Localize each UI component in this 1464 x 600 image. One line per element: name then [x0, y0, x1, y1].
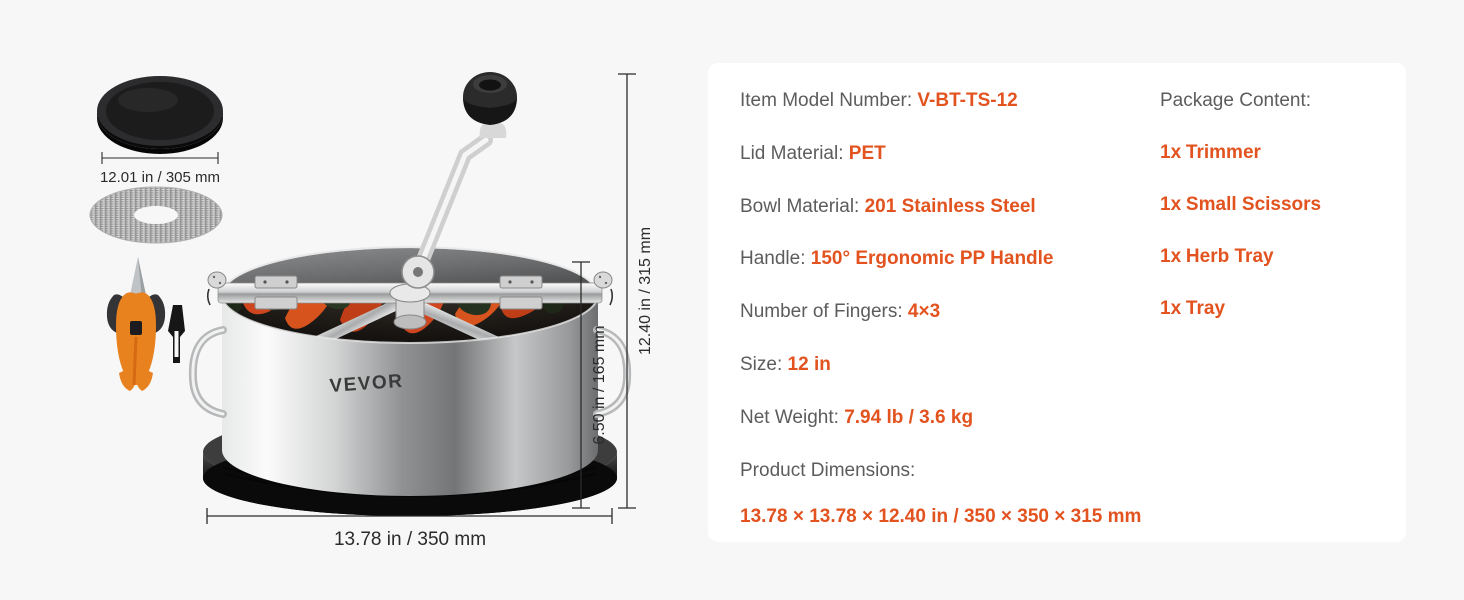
svg-text:12.01 in / 305 mm: 12.01 in / 305 mm: [100, 169, 220, 186]
svg-text:6.50 in / 165 mm: 6.50 in / 165 mm: [591, 325, 608, 444]
svg-text:12.40 in / 315 mm: 12.40 in / 315 mm: [637, 227, 654, 355]
svg-text:13.78 in / 350 mm: 13.78 in / 350 mm: [334, 529, 486, 550]
